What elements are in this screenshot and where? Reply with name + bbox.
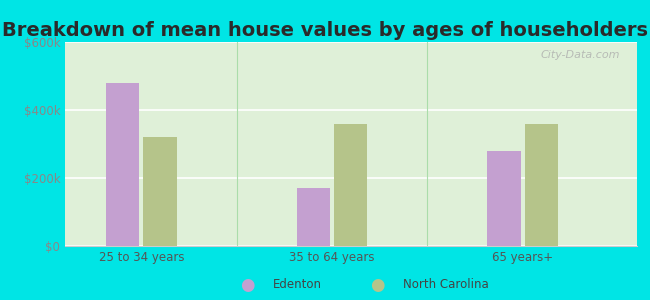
Bar xyxy=(296,188,330,246)
Bar xyxy=(525,124,558,246)
Text: ●: ● xyxy=(370,276,384,294)
Bar xyxy=(143,137,177,246)
Text: North Carolina: North Carolina xyxy=(403,278,489,292)
Text: City-Data.com: City-Data.com xyxy=(540,50,620,60)
Bar xyxy=(334,124,367,246)
Bar xyxy=(106,83,139,246)
Text: Edenton: Edenton xyxy=(273,278,322,292)
Text: ●: ● xyxy=(240,276,254,294)
Bar xyxy=(488,151,521,246)
Text: Breakdown of mean house values by ages of householders: Breakdown of mean house values by ages o… xyxy=(2,21,648,40)
